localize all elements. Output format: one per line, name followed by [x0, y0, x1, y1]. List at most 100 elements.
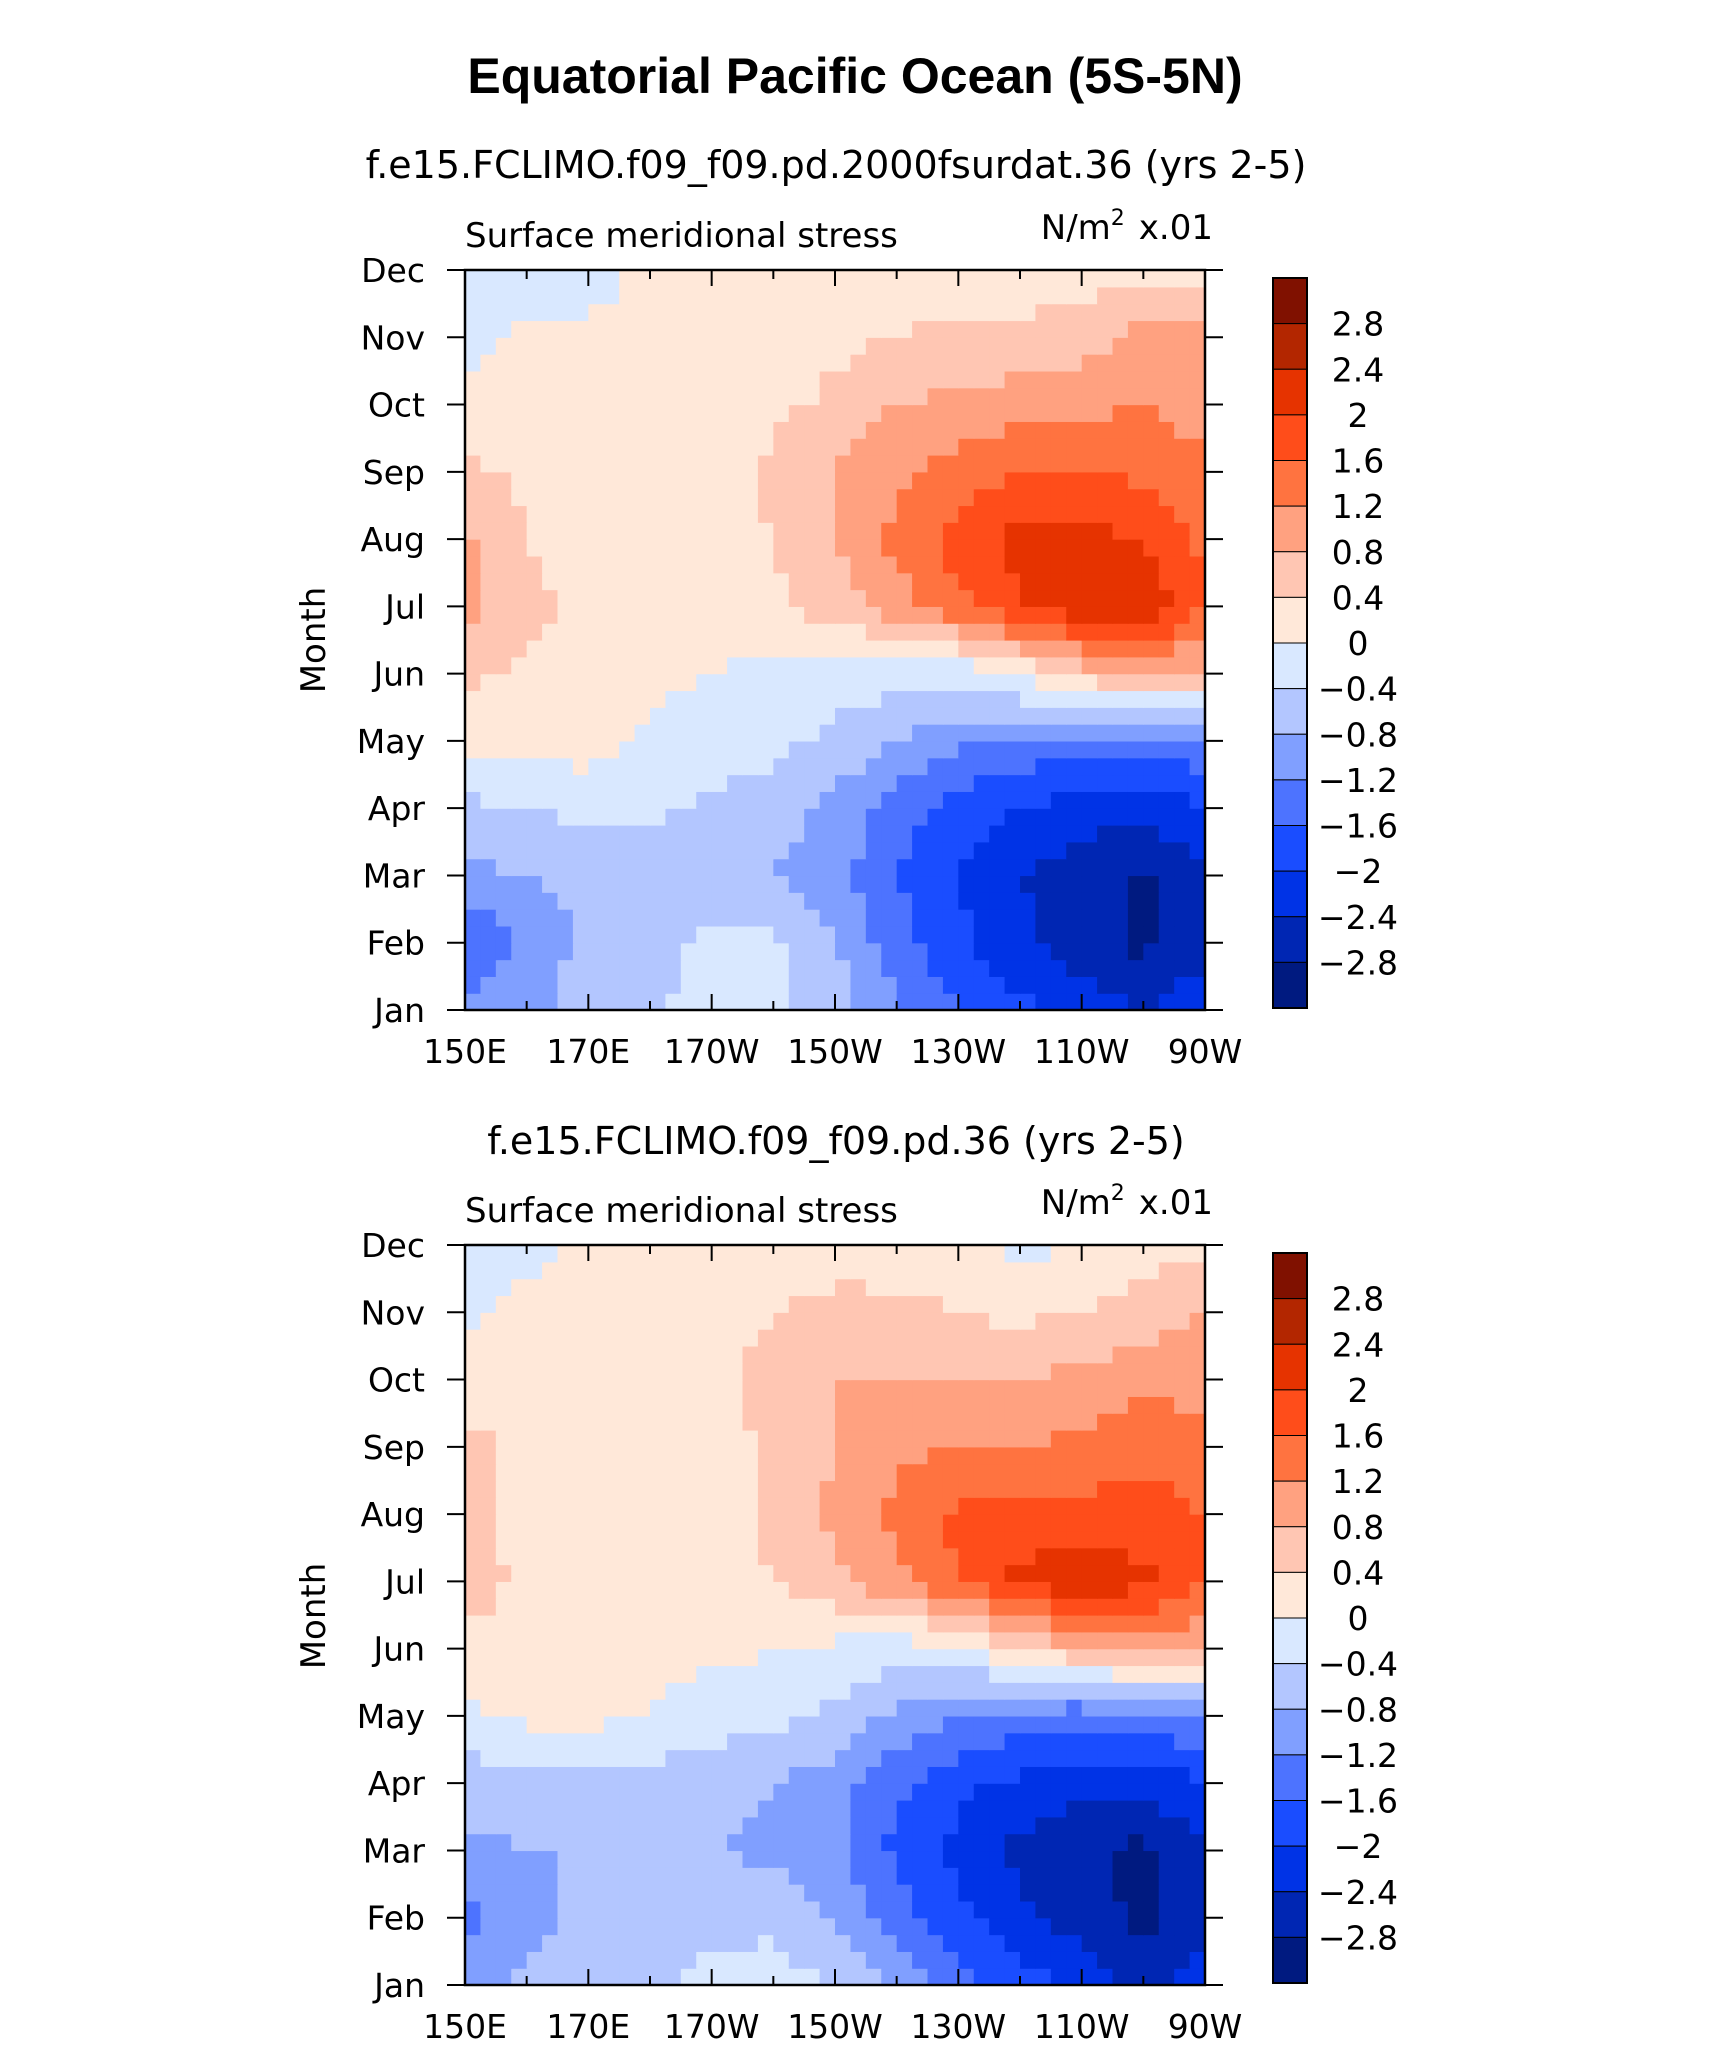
heatmap-cell — [603, 623, 620, 641]
heatmap-cell — [973, 1850, 990, 1868]
heatmap-cell — [480, 1430, 497, 1448]
heatmap-cell — [542, 1362, 559, 1381]
heatmap-cell — [511, 1480, 528, 1498]
heatmap-cell — [1174, 673, 1191, 692]
heatmap-cell — [788, 892, 805, 910]
heatmap-cell — [557, 1749, 574, 1767]
heatmap-cell — [1004, 1917, 1021, 1936]
heatmap-cell — [850, 320, 867, 338]
heatmap-cell — [465, 690, 482, 708]
heatmap-cell — [881, 640, 898, 658]
heatmap-cell — [711, 404, 728, 422]
heatmap-cell — [819, 286, 836, 305]
heatmap-cell — [927, 724, 944, 742]
heatmap-cell — [1158, 1699, 1175, 1717]
heatmap-cell — [989, 1362, 1006, 1381]
heatmap-cell — [1020, 707, 1037, 725]
heatmap-cell — [711, 270, 728, 288]
heatmap-cell — [511, 1766, 528, 1784]
panel-2-units-label: N/m2 x.01 — [1041, 1181, 1213, 1223]
heatmap-cell — [958, 1245, 975, 1263]
heatmap-cell — [1097, 1715, 1114, 1734]
heatmap-cell — [1050, 707, 1067, 725]
heatmap-cell — [634, 555, 651, 574]
heatmap-cell — [588, 640, 605, 658]
heatmap-cell — [650, 1362, 667, 1381]
heatmap-cell — [1004, 959, 1021, 977]
heatmap-cell — [927, 707, 944, 725]
heatmap-cell — [1174, 1396, 1191, 1414]
heatmap-cell — [650, 471, 667, 490]
heatmap-cell — [511, 656, 528, 675]
heatmap-cell — [804, 1413, 821, 1431]
heatmap-cell — [711, 539, 728, 557]
heatmap-cell — [603, 1245, 620, 1263]
heatmap-cell — [819, 1245, 836, 1263]
heatmap-cell — [1050, 539, 1067, 557]
heatmap-cell — [1158, 1766, 1175, 1784]
y-tick-label: Feb — [367, 1899, 425, 1938]
heatmap-cell — [542, 1547, 559, 1566]
heatmap-cell — [680, 1615, 697, 1633]
heatmap-cell — [1127, 1514, 1144, 1532]
heatmap-cell — [773, 1631, 790, 1650]
heatmap-cell — [619, 690, 636, 708]
heatmap-cell — [1174, 1682, 1191, 1700]
heatmap-cell — [881, 572, 898, 591]
heatmap-cell — [1081, 841, 1098, 860]
heatmap-cell — [912, 1833, 929, 1852]
heatmap-cell — [896, 673, 913, 692]
heatmap-cell — [1004, 1682, 1021, 1700]
heatmap-cell — [773, 1312, 790, 1330]
heatmap-cell — [1050, 606, 1067, 624]
heatmap-cell — [742, 1598, 759, 1616]
heatmap-cell — [495, 1379, 512, 1397]
heatmap-cell — [773, 539, 790, 557]
heatmap-cell — [1174, 539, 1191, 557]
heatmap-cell — [588, 690, 605, 708]
heatmap-cell — [804, 1800, 821, 1818]
heatmap-cell — [788, 724, 805, 742]
heatmap-cell — [773, 286, 790, 305]
heatmap-cell — [542, 1245, 559, 1263]
heatmap-cell — [495, 1463, 512, 1482]
heatmap-cell — [835, 387, 852, 406]
heatmap-cell — [912, 303, 929, 322]
heatmap-cell — [835, 1850, 852, 1868]
heatmap-cell — [680, 539, 697, 557]
heatmap-cell — [711, 623, 728, 641]
heatmap-cell — [1143, 1749, 1160, 1767]
heatmap-cell — [942, 1732, 959, 1751]
heatmap-cell — [1097, 455, 1114, 473]
heatmap-cell — [912, 286, 929, 305]
heatmap-cell — [603, 1345, 620, 1364]
heatmap-cell — [542, 1514, 559, 1532]
heatmap-cell — [742, 1396, 759, 1414]
heatmap-cell — [511, 757, 528, 776]
heatmap-cell — [711, 555, 728, 574]
heatmap-cell — [788, 774, 805, 792]
heatmap-cell — [1081, 1850, 1098, 1868]
heatmap-cell — [480, 286, 497, 305]
heatmap-cell — [634, 1615, 651, 1633]
heatmap-cell — [865, 1245, 882, 1263]
heatmap-cell — [989, 673, 1006, 692]
heatmap-cell — [788, 1615, 805, 1633]
heatmap-cell — [1143, 942, 1160, 961]
heatmap-cell — [495, 404, 512, 422]
heatmap-cell — [1020, 1312, 1037, 1330]
heatmap-cell — [942, 1396, 959, 1414]
heatmap-cell — [603, 875, 620, 893]
heatmap-cell — [557, 1245, 574, 1263]
heatmap-cell — [1174, 1463, 1191, 1482]
heatmap-cell — [572, 959, 589, 977]
heatmap-cell — [542, 724, 559, 742]
heatmap-cell — [1174, 1968, 1191, 1986]
heatmap-cell — [572, 1362, 589, 1381]
heatmap-cell — [526, 1564, 543, 1582]
heatmap-cell — [665, 1312, 682, 1330]
heatmap-cell — [680, 808, 697, 826]
heatmap-cell — [1081, 1867, 1098, 1885]
heatmap-cell — [495, 421, 512, 439]
heatmap-cell — [819, 1615, 836, 1633]
